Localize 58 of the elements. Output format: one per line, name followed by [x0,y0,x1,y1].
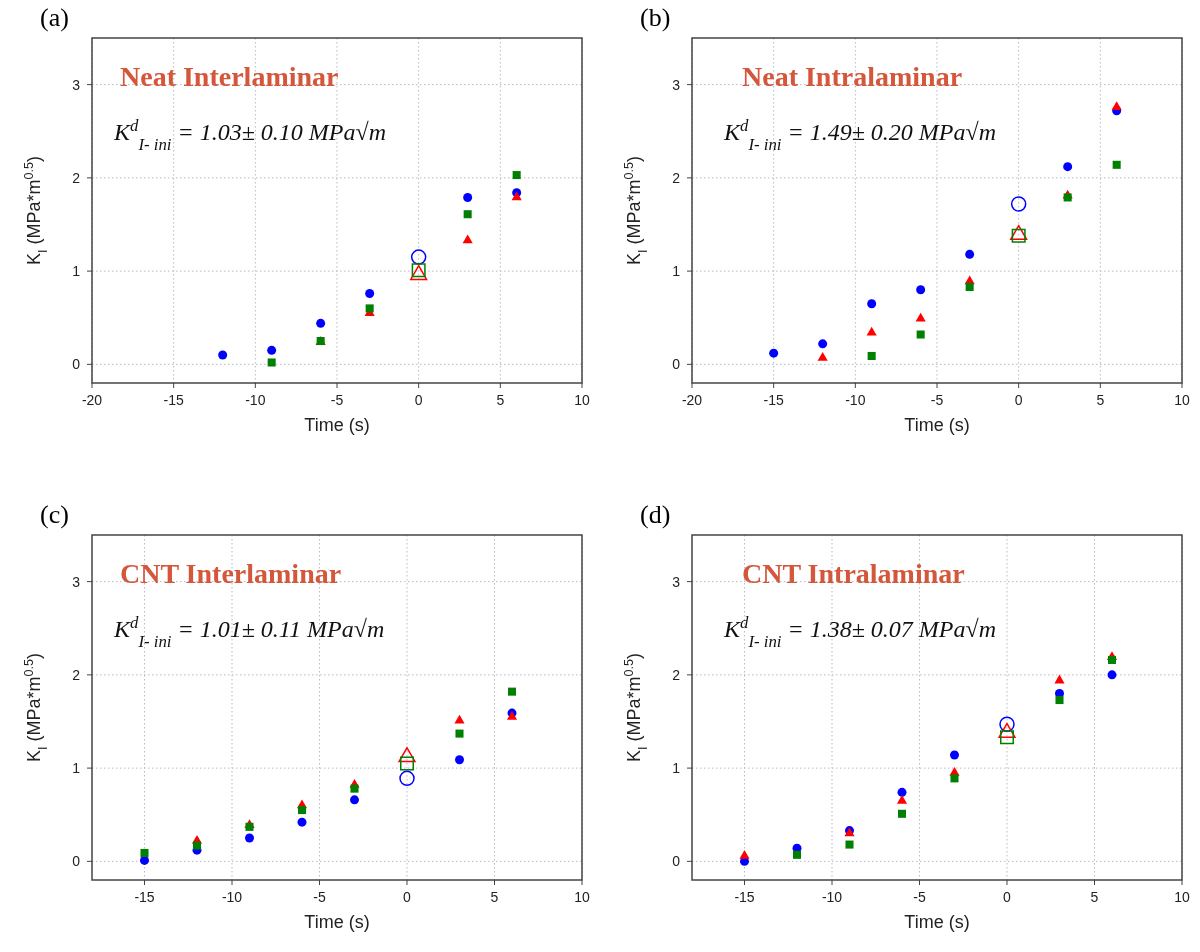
chart-title: (d) [640,500,671,529]
x-tick-label: -10 [245,392,266,408]
y-tick-label: 1 [672,263,681,280]
x-tick-label: -5 [913,889,926,905]
x-tick-label: 10 [574,392,590,408]
annotation: Neat Interlaminar [120,61,339,92]
annotation: CNT Intralaminar [742,558,965,589]
x-tick-label: -5 [330,392,344,408]
x-tick-label: 10 [1174,392,1190,408]
x-tick-label: -15 [763,392,784,408]
annotation: K$^{d}$$_{I- ini}$ = 1.03± 0.10 MPa√m [113,115,387,154]
x-tick-label: -5 [930,392,944,408]
x-tick-label: 0 [403,889,412,905]
x-axis-title: Time (s) [904,415,970,435]
y-tick-label: 1 [672,760,681,777]
y-tick-label: 2 [72,666,81,683]
y-tick-label: 3 [672,573,681,590]
x-tick-label: 5 [490,889,499,905]
x-tick-label: -20 [681,392,703,408]
y-tick-label: 3 [72,76,81,93]
y-tick-label: 0 [72,356,81,373]
y-tick-label: 2 [672,666,681,683]
x-tick-label: 0 [1014,392,1023,408]
y-tick-label: 0 [72,853,81,870]
y-tick-label: 1 [72,263,81,280]
y-tick-label: 0 [672,356,681,373]
y-tick-label: 2 [72,169,81,186]
annotation: Neat Intralaminar [742,61,963,92]
x-tick-label: -5 [313,889,326,905]
chart-title: (a) [40,3,69,32]
y-tick-label: 1 [72,760,81,777]
x-tick-label: 10 [1174,889,1190,905]
x-axis-title: Time (s) [304,415,370,435]
x-tick-label: 5 [1090,889,1099,905]
annotation: K$^{d}$$_{I- ini}$ = 1.01± 0.11 MPa√m [113,612,385,651]
annotation: K$^{d}$$_{I- ini}$ = 1.38± 0.07 MPa√m [723,612,997,651]
y-tick-label: 3 [72,573,81,590]
x-tick-label: 0 [414,392,423,408]
x-tick-label: -15 [134,889,155,905]
chart-title: (c) [40,500,69,529]
x-tick-label: -10 [845,392,866,408]
annotation: K$^{d}$$_{I- ini}$ = 1.49± 0.20 MPa√m [723,115,997,154]
x-axis-title: Time (s) [304,912,370,932]
x-tick-label: -10 [821,889,843,905]
x-tick-label: 0 [1003,889,1012,905]
x-tick-label: 5 [1096,392,1105,408]
x-tick-label: -15 [734,889,755,905]
y-tick-label: 0 [672,853,681,870]
y-tick-label: 2 [672,169,681,186]
x-tick-label: 10 [574,889,590,905]
chart-title: (b) [640,3,671,32]
x-tick-label: -20 [81,392,103,408]
x-tick-label: -15 [163,392,184,408]
annotation: CNT Interlaminar [120,558,342,589]
x-tick-label: 5 [496,392,505,408]
y-tick-label: 3 [672,76,681,93]
x-tick-label: -10 [221,889,243,905]
x-axis-title: Time (s) [904,912,970,932]
